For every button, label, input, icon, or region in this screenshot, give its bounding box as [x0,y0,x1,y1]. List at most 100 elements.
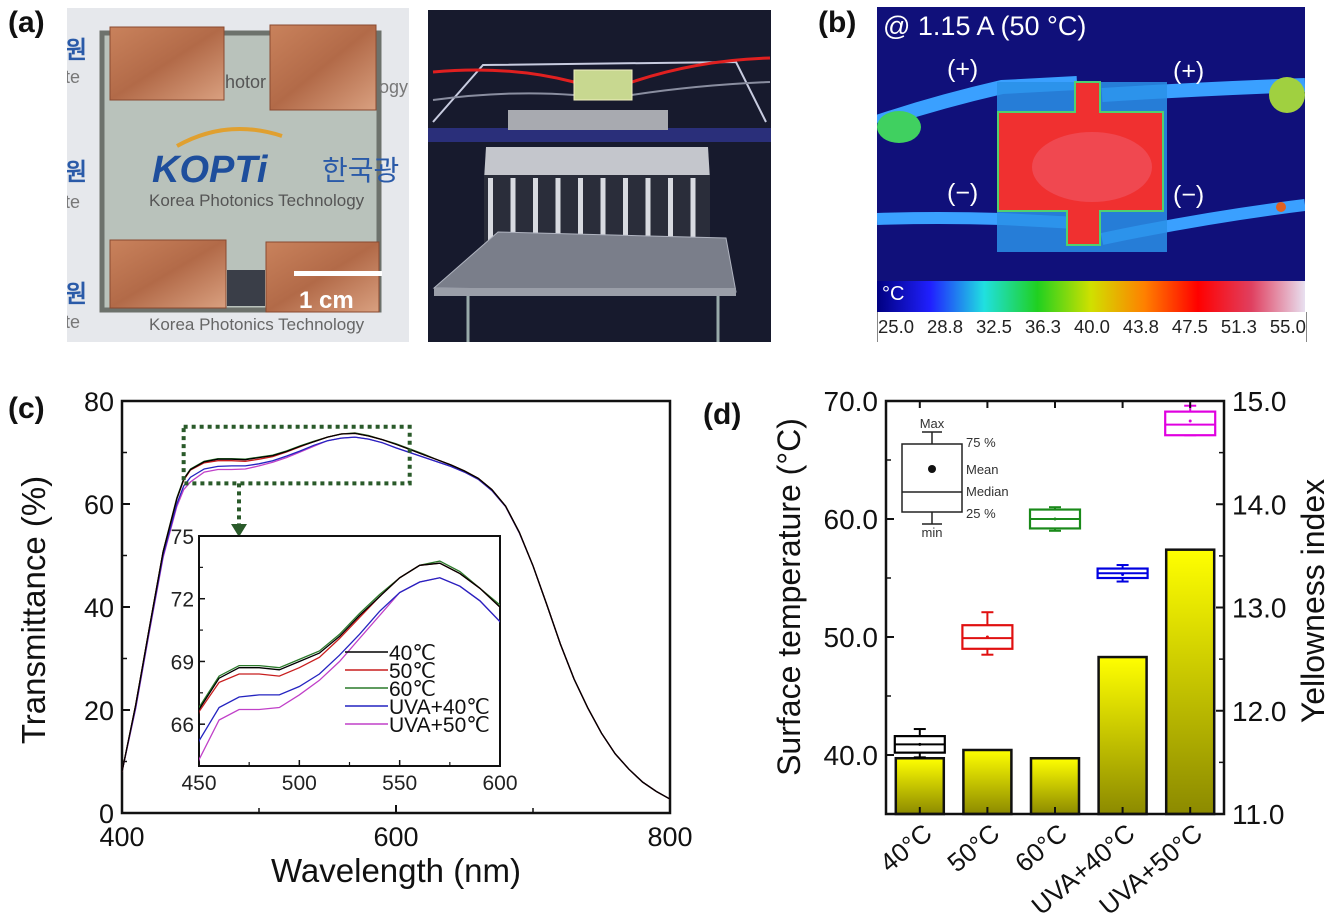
color-scale-ticks: 25.0 28.8 32.5 36.3 40.0 43.8 47.5 51.3 … [877,312,1307,342]
inset-y-tick-label: 69 [171,651,194,674]
heatsink-fin [533,178,538,258]
scale-tick: 28.8 [926,316,963,337]
logo-korean: 한국광 [322,155,399,186]
panel-label-a: (a) [8,6,45,39]
terminal-label: (−) [1173,181,1205,209]
heatsink-fin [555,178,561,258]
thermal-title: @ 1.15 A (50 °C) [883,11,1087,41]
legend-label: UVA+40℃ [389,696,490,719]
legend-box [901,443,963,513]
side-fragment: te [67,312,80,332]
thermal-image: @ 1.15 A (50 °C) (+) (+) (−) (−) °C 25.0… [877,7,1307,342]
kopti-logo: KOPTi [152,149,269,191]
device-photo: 원 te 원 te 원 te hotor ogy KOPTi 한국광 Korea… [67,8,409,342]
inset-x-tick-label: 500 [282,772,317,795]
zoom-arrow-head [231,524,247,537]
y-axis-left-label: Surface temperature (°C) [771,418,807,776]
series-group [122,432,670,800]
inset-series-line [199,560,500,711]
scale-tick: 36.3 [1024,316,1061,337]
scale-tick: 55.0 [1269,316,1306,337]
legend-min-label: min [922,525,943,540]
y-right-tick-label: 15.0 [1232,386,1287,417]
scale-tick: 32.5 [975,316,1012,337]
y-left-tick-label: 70.0 [824,386,879,417]
solder-joint [227,270,265,306]
scale-tick: 40.0 [1073,316,1110,337]
inset-series-group [199,560,500,762]
terminal-label: (−) [947,179,979,207]
box-mean [1188,419,1192,423]
scale-tick: 47.5 [1171,316,1208,337]
y-right-tick-label: 13.0 [1232,593,1287,624]
legend-median-label: Median [966,484,1009,499]
legend-label: 60℃ [389,678,436,701]
scale-tick: 43.8 [1122,316,1159,337]
legend-label: 50℃ [389,660,436,683]
side-fragment: 원 [67,37,87,64]
legend-q1-label: 25 % [966,506,996,521]
color-scale-unit: °C [882,283,905,305]
y-axis-label: Transmittance (%) [15,476,52,744]
y-right-tick-label: 12.0 [1232,696,1287,727]
yellowness-bar [894,756,946,816]
inset-y-tick-label: 66 [171,714,194,737]
copper-pad [109,239,227,309]
logo-fragment: ogy [379,77,408,97]
box-mean [1121,572,1125,576]
inset-series-line [199,577,500,744]
y-right-tick-label: 14.0 [1232,489,1287,520]
y-left-tick-label: 50.0 [824,622,879,653]
side-fragment: 원 [67,159,87,186]
yellowness-bar [1097,655,1148,816]
heatsink-fin [578,178,583,258]
legend-q3-label: 75 % [966,435,996,450]
heatsink-fin [600,178,606,258]
y-right-tick-label: 11.0 [1232,799,1284,830]
box-mean [918,742,922,746]
logo-swoosh [176,126,283,148]
shelf-bar [428,128,771,142]
yellowness-bar [1164,548,1216,816]
setup-photo [428,10,771,342]
legend-label: 40℃ [389,642,436,665]
box-legend: Max 75 % Mean Median 25 % min [901,416,1009,540]
logo-caption: Korea Photonics Technology [149,191,365,210]
heatsink-fin [488,178,493,258]
copper-pad [265,241,380,313]
series-line [122,432,670,800]
color-scale-bar [877,281,1305,312]
logo-fragment: hotor [225,72,266,92]
side-fragment: te [67,192,80,212]
scale-tick: 51.3 [1220,316,1257,337]
panel-label-b: (b) [818,6,857,39]
inset-y-tick-label: 72 [171,589,194,612]
y-tick-label: 20 [84,696,114,726]
logo-caption: Korea Photonics Technology [149,315,365,334]
thermal-map [877,7,1305,281]
inset-x-tick-label: 600 [482,772,517,795]
y-tick-label: 0 [99,799,114,829]
legend-mean-label: Mean [966,462,999,477]
heatsink-fin [623,178,628,258]
yellowness-bar [962,748,1013,816]
scale-bar [294,271,382,276]
y-left-tick-label: 60.0 [824,504,879,535]
copper-pad [269,24,377,111]
x-tick-label: 400 [99,822,144,852]
heatsink-fin [510,178,516,258]
box-mean [985,635,989,639]
y-tick-label: 60 [84,490,114,520]
zoom-region-box [181,424,412,486]
heatsink-fin [668,178,673,258]
heatsink-fin [690,178,696,258]
y-tick-label: 80 [84,387,114,417]
box-mean [1053,517,1057,521]
temperature-box [1164,410,1217,437]
temperature-yellowness-chart: 40.0 50.0 60.0 70.0 11.0 12.0 13.0 14.0 15.0 40°C… [824,386,1287,919]
panel-label-d: (d) [703,398,742,431]
transmittance-chart: 0 20 40 60 80 400 600 800 66 69 72 75 450 500 550 600 40… [84,387,693,852]
legend-label: UVA+50℃ [389,714,490,737]
y-tick-label: 40 [84,593,114,623]
